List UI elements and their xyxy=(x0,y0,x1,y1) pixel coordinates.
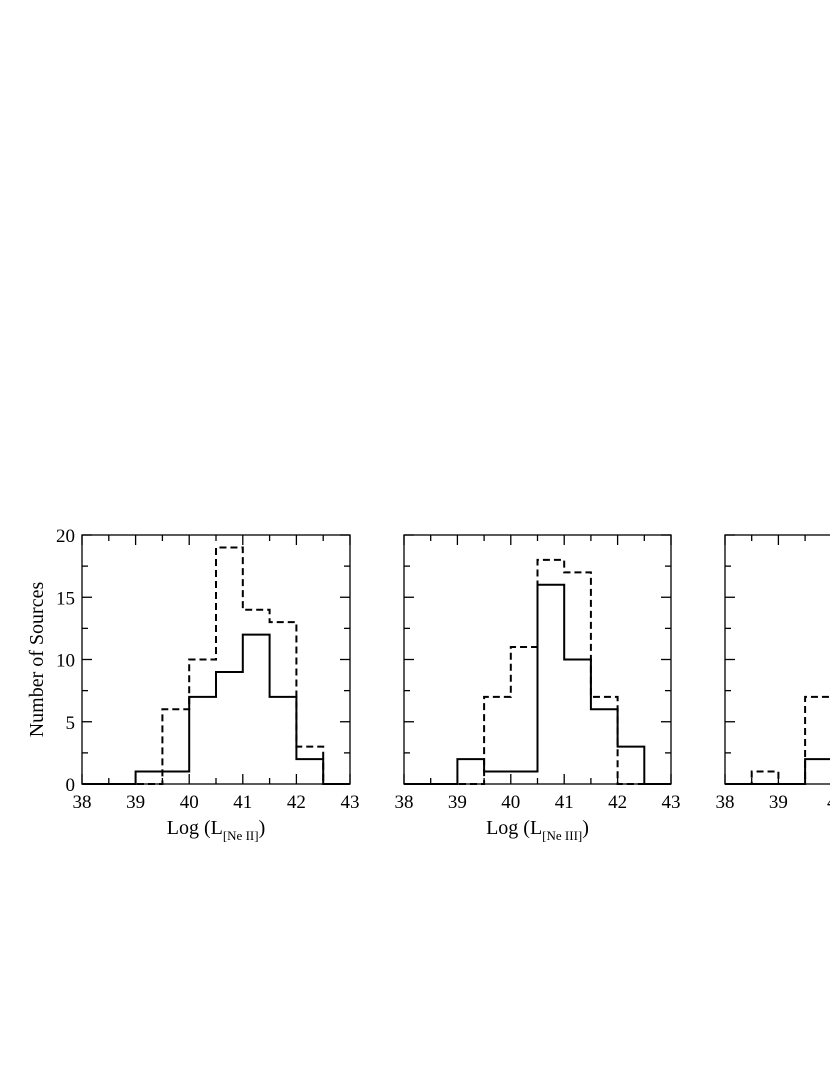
x-tick-label: 43 xyxy=(341,792,360,813)
histogram-panel: 38 39 40 41 42 43 0 5 10 15 20 Log (L[Ne II]) Number… xyxy=(26,526,360,843)
x-axis-label: Log (L[Ne III]) xyxy=(486,817,589,843)
x-tick-label: 38 xyxy=(395,792,414,813)
y-tick-label: 20 xyxy=(56,526,75,547)
x-tick-label: 4 xyxy=(827,792,830,813)
y-tick-label: 5 xyxy=(66,713,76,734)
y-tick-label: 0 xyxy=(66,775,76,796)
x-tick-label: 40 xyxy=(180,792,199,813)
x-tick-label: 39 xyxy=(769,792,788,813)
dashed-histogram xyxy=(725,695,830,785)
histogram-panel: 38394Log xyxy=(716,534,830,813)
y-tick-label: 15 xyxy=(56,588,75,609)
x-tick-label: 38 xyxy=(73,792,92,813)
solid-histogram xyxy=(725,758,830,785)
x-tick-label: 42 xyxy=(287,792,306,813)
x-tick-label: 40 xyxy=(501,792,520,813)
x-axis-label: Log (L[Ne II]) xyxy=(167,817,266,843)
solid-histogram xyxy=(82,633,350,785)
solid-histogram xyxy=(404,583,671,785)
x-tick-label: 42 xyxy=(608,792,627,813)
x-tick-label: 38 xyxy=(716,792,735,813)
x-tick-label: 43 xyxy=(662,792,681,813)
histogram-panel: 38 39 40 41 42 43 Log (L[Ne III]) xyxy=(395,534,681,843)
x-tick-label: 39 xyxy=(448,792,467,813)
y-tick-label: 10 xyxy=(56,651,75,672)
y-axis-label: Number of Sources xyxy=(26,582,48,738)
x-tick-label: 39 xyxy=(126,792,145,813)
plot-frame xyxy=(724,534,830,785)
dashed-histogram xyxy=(404,558,671,785)
dashed-histogram xyxy=(82,546,350,785)
x-tick-label: 41 xyxy=(233,792,252,813)
x-tick-label: 41 xyxy=(555,792,574,813)
